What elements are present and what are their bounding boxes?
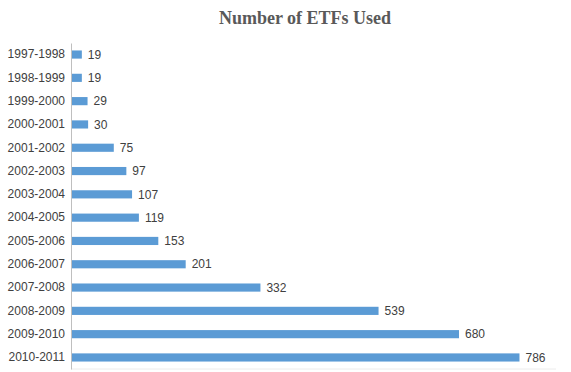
data-label: 107 [138,188,158,202]
tick-label: 2000-2001 [8,117,66,131]
tick-label: 2006-2007 [8,257,66,271]
data-label: 97 [132,164,146,178]
tick-label: 2004-2005 [8,210,66,224]
tick: 2001-2002 [8,141,71,155]
bar [71,190,132,198]
data-label: 19 [88,48,102,62]
tick: 1997-1998 [8,47,71,61]
bar [71,330,459,338]
tick: 2008-2009 [8,304,71,318]
tick-label: 2001-2002 [8,141,66,155]
tick: 2003-2004 [8,187,71,201]
title: Number of ETFs Used [219,8,391,28]
bar [71,353,519,361]
bar [71,237,158,245]
data-label: 153 [164,234,184,248]
y-axis: 1997-1998 1998-1999 1999-2000 2000-2001 2001… [8,44,72,370]
data-labels: 19 19 29 30 75 97 107 119153 201 332 539 680 786 [88,48,546,365]
y-axis-line [71,44,72,370]
tick: 1999-2000 [8,94,71,108]
bar [71,50,82,58]
bar [71,74,82,82]
bar [71,97,88,105]
bar [71,260,186,268]
data-label: 201 [192,257,212,271]
bars [71,50,519,361]
tick: 2002-2003 [8,164,71,178]
data-label: 29 [94,94,108,108]
data-label: 119 [145,211,164,225]
bar [71,167,126,175]
tick: 2006-2007 [8,257,71,271]
tick-label: 2010-2011 [9,350,66,364]
tick-label: 2008-2009 [8,304,66,318]
bar [71,214,139,222]
tick-label: 1997-1998 [8,47,66,61]
tick-label: 1999-2000 [8,94,66,108]
tick: 2005-2006 [8,234,71,248]
bar [71,120,88,128]
bar [71,144,114,152]
tick-label: 2007-2008 [8,280,66,294]
x-axis-line [71,369,556,370]
data-label: 19 [88,71,102,85]
tick: 2009-2010 [8,327,71,341]
tick-label: 2003-2004 [8,187,66,201]
bar [71,283,260,291]
bar [71,307,379,315]
data-label: 75 [120,141,134,155]
data-label: 680 [465,327,485,341]
tick-label: 1998-1999 [8,71,66,85]
tick-label: 2005-2006 [8,234,66,248]
tick-label: 2002-2003 [8,164,66,178]
tick: 2000-2001 [8,117,71,131]
tick: 1998-1999 [8,71,71,85]
data-label: 332 [266,281,286,295]
data-label: 30 [94,118,108,132]
tick: 2004-2005 [8,210,71,224]
chart: Number of ETFs Used1997-19981998-1999199… [0,0,571,372]
tick: 2007-2008 [8,280,71,294]
tick-label: 2009-2010 [8,327,66,341]
tick: 2010-2011 [9,350,72,364]
data-label: 786 [525,351,545,365]
data-label: 539 [385,304,405,318]
